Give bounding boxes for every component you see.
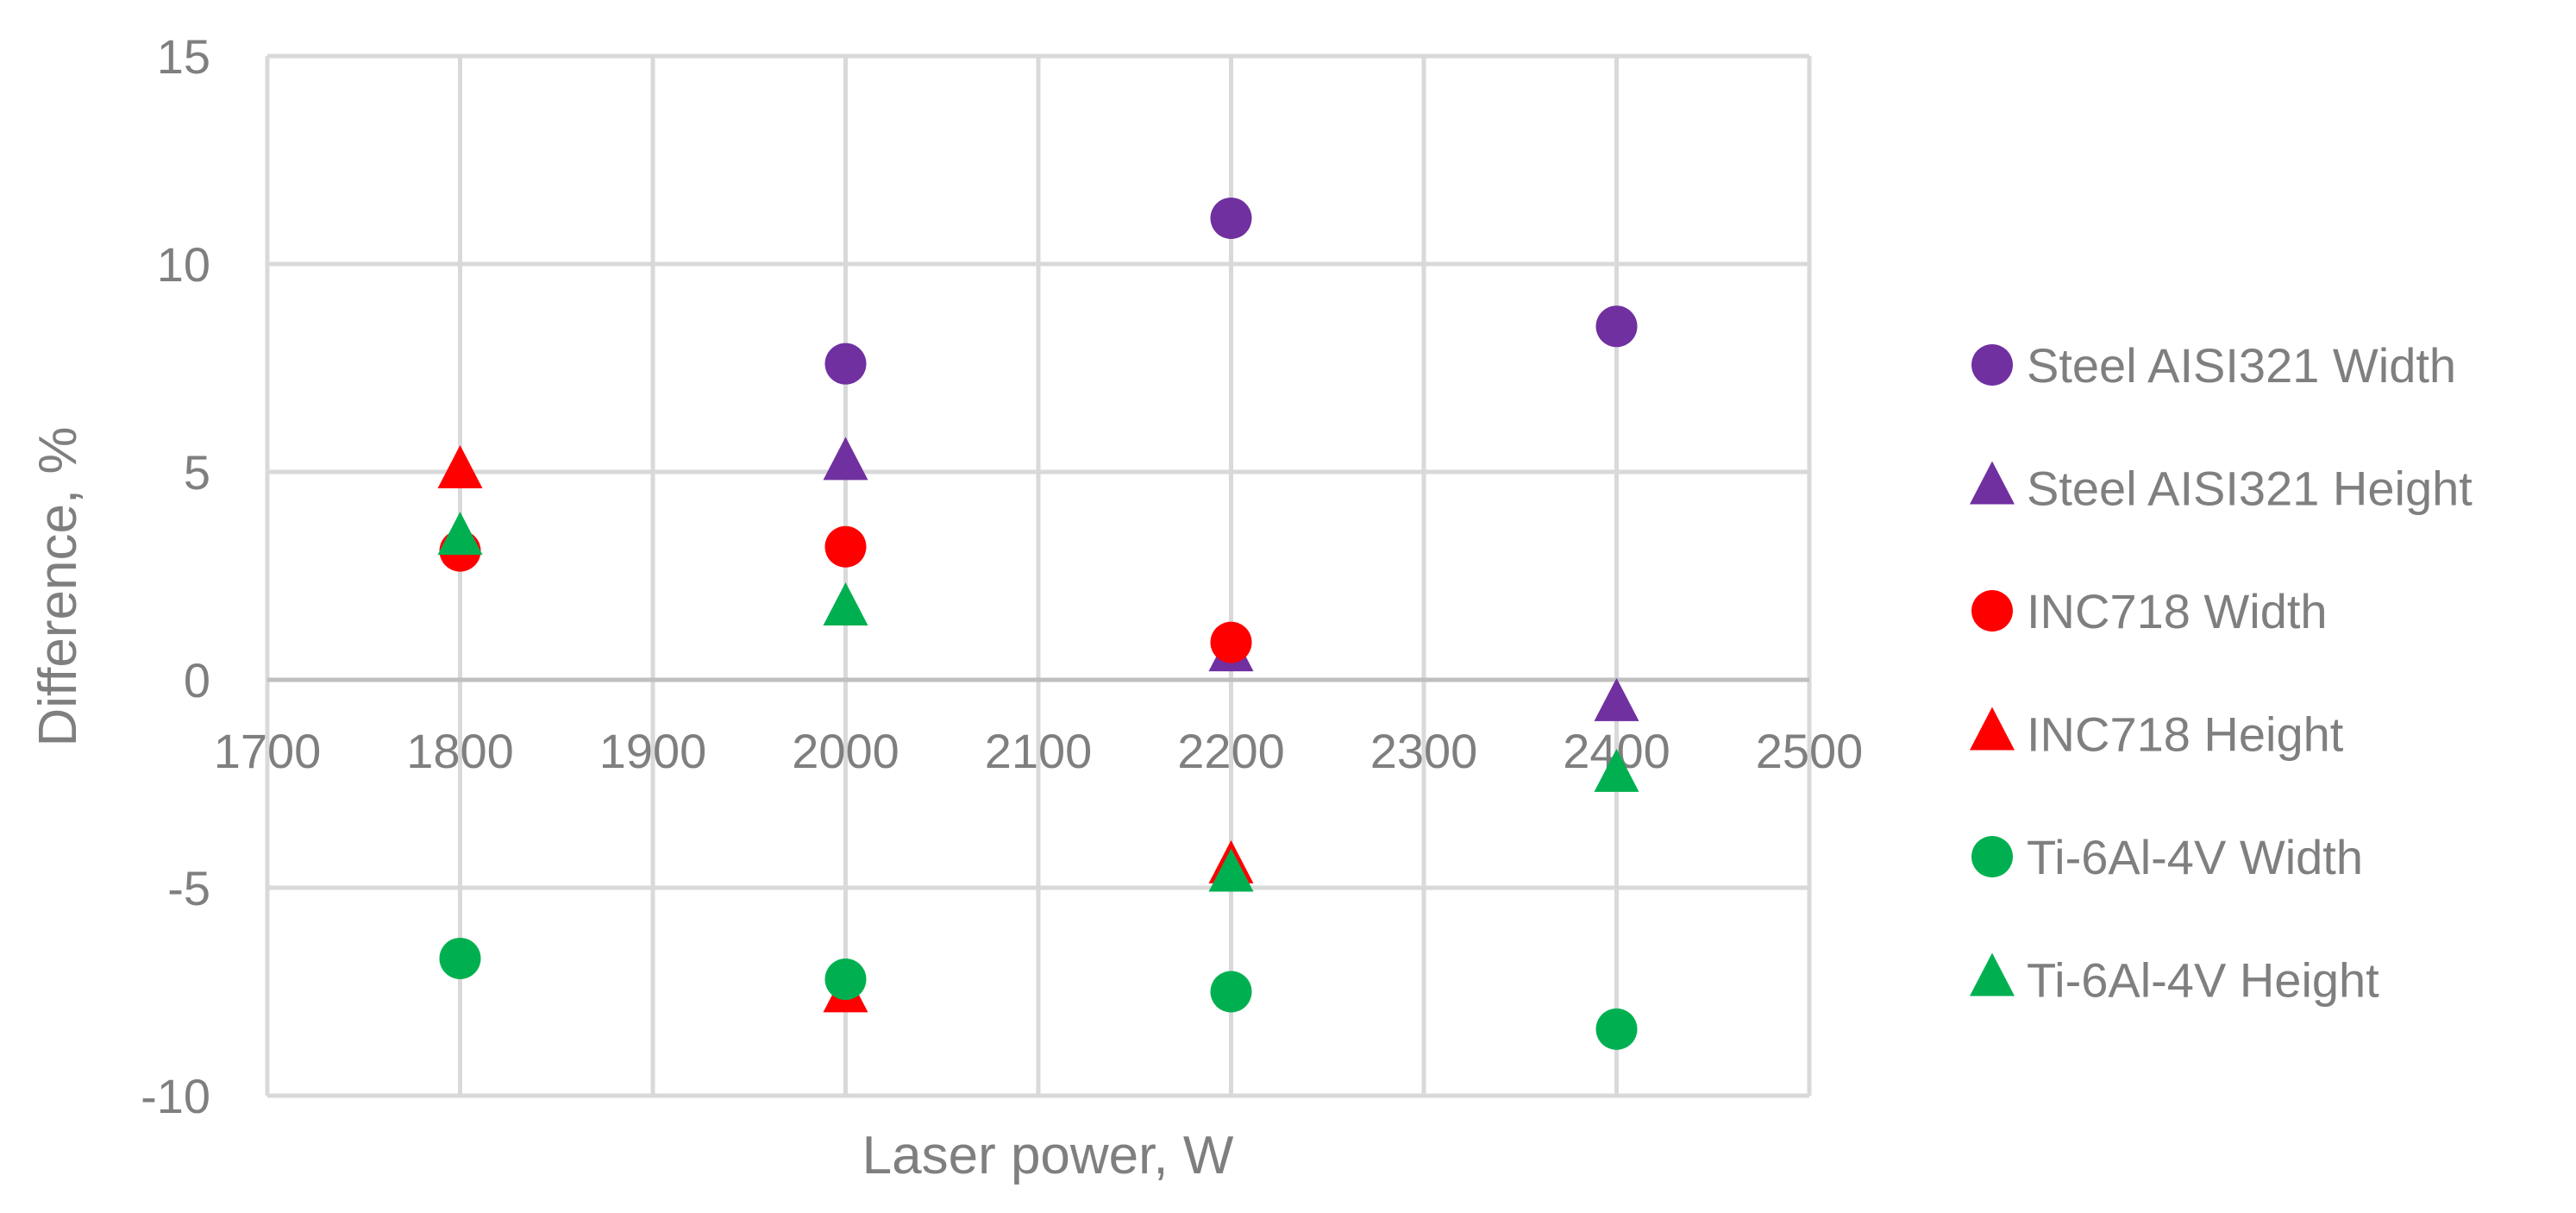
data-point-ti-6al-4v-height xyxy=(1208,848,1254,892)
data-point-steel-aisi321-height xyxy=(1594,677,1639,721)
y-tick-label: -10 xyxy=(141,1069,210,1123)
y-tick-label: 10 xyxy=(157,237,210,292)
x-tick-label: 2300 xyxy=(1370,724,1478,778)
legend-label: INC718 Width xyxy=(2027,584,2328,638)
data-point-ti-6al-4v-width xyxy=(1210,971,1252,1013)
legend-marker xyxy=(1971,590,2013,632)
data-point-steel-aisi321-width xyxy=(1595,305,1638,348)
legend-label: Steel AISI321 Height xyxy=(2027,462,2473,516)
data-point-inc718-width xyxy=(1210,621,1252,663)
legend-label: INC718 Height xyxy=(2027,707,2344,762)
data-point-ti-6al-4v-height xyxy=(1594,748,1639,792)
y-tick-label: 15 xyxy=(157,29,210,84)
legend-label: Ti-6Al-4V Height xyxy=(2027,953,2379,1008)
legend-entry: INC718 Height xyxy=(1970,707,2344,762)
legend-entry: INC718 Width xyxy=(1971,584,2328,638)
data-point-steel-aisi321-width xyxy=(1210,197,1252,239)
x-tick-label: 2100 xyxy=(985,724,1093,778)
legend-entry: Ti-6Al-4V Width xyxy=(1971,830,2363,884)
data-point-ti-6al-4v-height xyxy=(437,512,483,556)
legend-marker xyxy=(1970,707,2015,751)
legend: Steel AISI321 Width Steel AISI321 Height I… xyxy=(1970,338,2473,1008)
x-tick-label: 1900 xyxy=(599,724,707,778)
legend-entry: Steel AISI321 Height xyxy=(1970,461,2473,516)
x-tick-label: 1700 xyxy=(214,724,322,778)
tick-labels: 170018001900200021002200230024002500-10-… xyxy=(141,29,1863,1123)
data-point-inc718-width xyxy=(824,525,867,568)
data-point-ti-6al-4v-width xyxy=(439,937,481,979)
legend-marker xyxy=(1970,952,2015,996)
data-points xyxy=(437,197,1639,1050)
x-tick-label: 2200 xyxy=(1177,724,1285,778)
x-tick-label: 1800 xyxy=(406,724,514,778)
data-point-ti-6al-4v-width xyxy=(824,958,867,1001)
data-point-ti-6al-4v-width xyxy=(1595,1008,1638,1050)
legend-marker xyxy=(1970,461,2015,505)
data-point-steel-aisi321-width xyxy=(824,343,867,385)
legend-marker xyxy=(1971,344,2013,386)
y-tick-label: 0 xyxy=(184,653,210,707)
y-tick-label: 5 xyxy=(184,445,210,500)
grid xyxy=(265,53,1812,1098)
data-point-inc718-height xyxy=(437,445,483,488)
data-point-ti-6al-4v-height xyxy=(823,582,868,626)
x-tick-label: 2000 xyxy=(792,724,899,778)
legend-label: Ti-6Al-4V Width xyxy=(2027,830,2363,884)
legend-marker xyxy=(1971,836,2013,877)
legend-entry: Ti-6Al-4V Height xyxy=(1970,952,2379,1008)
data-point-steel-aisi321-height xyxy=(823,437,868,481)
x-tick-label: 2500 xyxy=(1756,724,1864,778)
y-axis-title: Difference, % xyxy=(28,426,88,746)
legend-entry: Steel AISI321 Width xyxy=(1971,338,2456,393)
y-tick-label: -5 xyxy=(167,861,210,915)
legend-label: Steel AISI321 Width xyxy=(2027,338,2456,393)
x-axis-title: Laser power, W xyxy=(862,1126,1234,1185)
